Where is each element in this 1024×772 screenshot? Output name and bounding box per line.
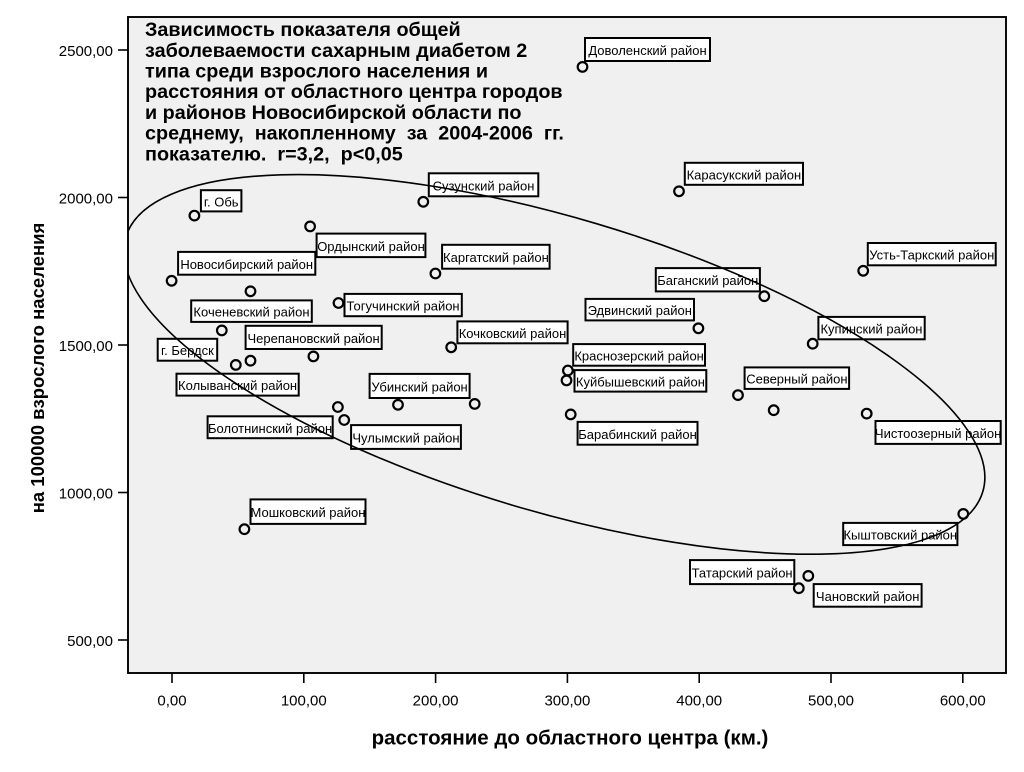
svg-text:Краснозерский район: Краснозерский район — [574, 348, 704, 363]
svg-text:г. Бердск: г. Бердск — [161, 343, 214, 358]
svg-text:Чановский район: Чановский район — [816, 589, 920, 604]
svg-text:Баганский район: Баганский район — [657, 273, 758, 288]
svg-text:Эдвинский район: Эдвинский район — [588, 303, 692, 318]
svg-text:Черепановский район: Черепановский район — [247, 331, 379, 346]
svg-text:Кочковский район: Кочковский район — [459, 326, 567, 341]
svg-text:Убинский район: Убинский район — [371, 379, 467, 394]
svg-text:расстояние до областного центр: расстояние до областного центра (км.) — [372, 727, 769, 750]
svg-text:Тогучинский район: Тогучинский район — [347, 299, 460, 314]
svg-text:Чистоозерный район: Чистоозерный район — [875, 426, 1001, 441]
svg-text:Северный район: Северный район — [746, 372, 847, 387]
svg-text:Колыванский район: Колыванский район — [178, 378, 297, 393]
svg-text:Каргатский район: Каргатский район — [443, 250, 549, 265]
svg-text:2000,00: 2000,00 — [59, 191, 113, 208]
svg-text:Коченевский район: Коченевский район — [193, 305, 309, 320]
svg-text:Купинский район: Купинский район — [820, 322, 922, 337]
svg-text:Усть-Таркский район: Усть-Таркский район — [869, 248, 994, 263]
svg-text:Новосибирский район: Новосибирский район — [180, 257, 313, 272]
svg-text:Сузунский район: Сузунский район — [433, 178, 535, 193]
svg-text:Болотнинский район: Болотнинский район — [208, 421, 332, 436]
svg-text:Карасукский район: Карасукский район — [687, 167, 802, 182]
svg-text:Татарский район: Татарский район — [692, 566, 793, 581]
svg-text:Куйбышевский район: Куйбышевский район — [576, 374, 705, 389]
svg-text:1000,00: 1000,00 — [59, 486, 113, 503]
svg-text:200,00: 200,00 — [413, 693, 459, 710]
svg-text:400,00: 400,00 — [676, 693, 722, 710]
svg-text:Кыштовский район: Кыштовский район — [843, 528, 957, 543]
svg-text:Барабинский район: Барабинский район — [578, 427, 697, 442]
svg-text:г. Обь: г. Обь — [204, 194, 239, 209]
svg-text:100,00: 100,00 — [281, 693, 327, 710]
svg-text:Доволенский район: Доволенский район — [588, 43, 706, 58]
svg-text:500,00: 500,00 — [67, 633, 113, 650]
svg-text:на 100000 взрослого населения: на 100000 взрослого населения — [27, 223, 48, 514]
svg-text:0,00: 0,00 — [157, 693, 186, 710]
svg-text:500,00: 500,00 — [808, 693, 854, 710]
svg-text:Мошковский район: Мошковский район — [251, 505, 366, 520]
svg-text:Ордынский район: Ордынский район — [317, 239, 425, 254]
svg-text:600,00: 600,00 — [940, 693, 986, 710]
svg-text:Чулымский район: Чулымский район — [352, 431, 459, 446]
svg-text:1500,00: 1500,00 — [59, 338, 113, 355]
svg-text:2500,00: 2500,00 — [59, 43, 113, 60]
svg-text:300,00: 300,00 — [544, 693, 590, 710]
